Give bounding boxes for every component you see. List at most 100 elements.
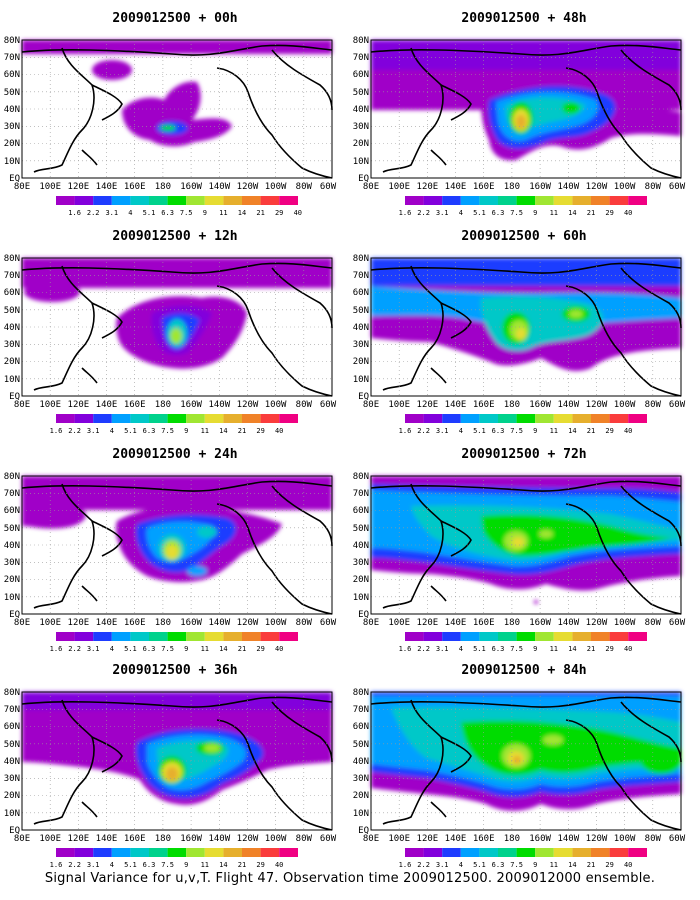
lon-label: 80W bbox=[645, 182, 662, 192]
lat-label: 10N bbox=[353, 157, 369, 167]
lon-label: 120E bbox=[68, 182, 90, 192]
lat-label: 40N bbox=[353, 541, 369, 551]
colorbar-label: 6.3 bbox=[492, 861, 505, 869]
lon-label: 160E bbox=[124, 834, 146, 844]
colorbar-label: 14 bbox=[238, 209, 246, 217]
lon-label: 180 bbox=[155, 182, 171, 192]
lat-label: 30N bbox=[353, 122, 369, 132]
lon-label: 80E bbox=[14, 182, 30, 192]
lat-label: 20N bbox=[4, 139, 20, 149]
map-panel-84h: 2009012500 + 84h bbox=[353, 663, 686, 869]
lat-label: 20N bbox=[4, 791, 20, 801]
colorbar-swatch bbox=[591, 848, 610, 857]
lon-label: 100E bbox=[39, 834, 61, 844]
colorbar-label: 1.6 bbox=[399, 209, 412, 217]
colorbar-swatch bbox=[74, 414, 94, 423]
lon-label: 60W bbox=[669, 400, 686, 410]
colorbar-label: 14 bbox=[219, 427, 227, 435]
colorbar-label: 5.1 bbox=[124, 427, 137, 435]
colorbar-swatch bbox=[516, 632, 536, 641]
lon-label: 160E bbox=[473, 400, 495, 410]
coastlines bbox=[21, 262, 333, 397]
colorbar-label: 29 bbox=[605, 645, 613, 653]
lon-label: 160E bbox=[124, 182, 146, 192]
lat-label: 40N bbox=[4, 541, 20, 551]
lon-label: 180 bbox=[504, 834, 520, 844]
colorbar: 1.6 2.2 3.1 4 5.1 6.3 7.5 9 11 14 21 29 40 bbox=[50, 414, 298, 435]
variance-field bbox=[371, 692, 681, 811]
map-grid bbox=[22, 40, 332, 178]
colorbar-swatch bbox=[167, 196, 187, 205]
lat-label: 10N bbox=[4, 157, 20, 167]
colorbar-swatch bbox=[498, 196, 517, 205]
latitude-labels: 80N 70N 60N 50N 40N 30N 20N 10N EQ bbox=[353, 36, 369, 184]
colorbar-label: 4 bbox=[110, 861, 114, 869]
colorbar-label: 2.2 bbox=[68, 427, 81, 435]
colorbar-swatch bbox=[74, 632, 94, 641]
colorbar-swatch bbox=[591, 196, 610, 205]
lat-label: 80N bbox=[4, 688, 20, 698]
lon-label: 140W bbox=[557, 834, 579, 844]
lat-label: 10N bbox=[353, 593, 369, 603]
colorbar-swatch bbox=[479, 632, 498, 641]
colorbar-swatch bbox=[223, 196, 242, 205]
lon-label: 140E bbox=[96, 400, 118, 410]
lat-label: 60N bbox=[4, 506, 20, 516]
colorbar-swatch bbox=[242, 632, 261, 641]
lon-label: 60W bbox=[320, 400, 337, 410]
colorbar-swatch bbox=[516, 196, 536, 205]
panel-title: 2009012500 + 60h bbox=[461, 229, 586, 244]
colorbar-swatch bbox=[74, 196, 94, 205]
lat-label: EQ bbox=[358, 392, 369, 402]
colorbar-label: 1.6 bbox=[399, 645, 412, 653]
map-grid bbox=[22, 692, 332, 830]
panel-title: 2009012500 + 36h bbox=[112, 663, 237, 678]
lat-label: 60N bbox=[353, 506, 369, 516]
lat-label: 50N bbox=[4, 740, 20, 750]
lon-label: 140W bbox=[208, 618, 230, 628]
lat-label: 60N bbox=[353, 722, 369, 732]
colorbar-swatch bbox=[130, 414, 149, 423]
lon-label: 100E bbox=[388, 618, 410, 628]
lon-label: 120W bbox=[237, 400, 259, 410]
colorbar-label: 2.2 bbox=[417, 861, 430, 869]
colorbar-label: 6.3 bbox=[143, 427, 156, 435]
lat-label: 20N bbox=[353, 791, 369, 801]
lon-label: 120W bbox=[586, 834, 608, 844]
colorbar-swatch bbox=[479, 196, 498, 205]
colorbar-label: 40 bbox=[624, 209, 632, 217]
lon-label: 60W bbox=[669, 618, 686, 628]
lon-label: 160W bbox=[529, 400, 551, 410]
colorbar-label: 6.3 bbox=[492, 209, 505, 217]
colorbar-label: 5.1 bbox=[473, 427, 486, 435]
lon-label: 120W bbox=[586, 618, 608, 628]
map-grid bbox=[22, 476, 332, 614]
colorbar-label: 6.3 bbox=[492, 427, 505, 435]
lon-label: 80E bbox=[14, 400, 30, 410]
colorbar-label: 9 bbox=[203, 209, 207, 217]
map-grid bbox=[22, 258, 332, 396]
colorbar-label: 1.6 bbox=[50, 861, 63, 869]
lon-label: 140W bbox=[557, 618, 579, 628]
lat-label: 70N bbox=[4, 271, 20, 281]
colorbar-label: 40 bbox=[294, 209, 302, 217]
lon-label: 120W bbox=[586, 182, 608, 192]
colorbar-label: 6.3 bbox=[143, 861, 156, 869]
map-panel-00h: 2009012500 + 00h 80N 70N 60N 50N 40N 30N 20N 10… bbox=[4, 11, 337, 217]
colorbar-label: 9 bbox=[184, 427, 188, 435]
colorbar-label: 3.1 bbox=[436, 209, 449, 217]
colorbar-swatch bbox=[167, 848, 187, 857]
colorbar-swatch bbox=[423, 196, 443, 205]
lon-label: 120E bbox=[417, 834, 439, 844]
lon-label: 80E bbox=[363, 400, 379, 410]
lat-label: 20N bbox=[4, 357, 20, 367]
lat-label: EQ bbox=[9, 392, 20, 402]
colorbar-label: 40 bbox=[275, 861, 283, 869]
lon-label: 140E bbox=[96, 834, 118, 844]
lon-label: 100W bbox=[265, 400, 287, 410]
colorbar-swatch bbox=[609, 632, 629, 641]
coastlines bbox=[370, 696, 682, 831]
colorbar-label: 2.2 bbox=[417, 645, 430, 653]
colorbar-swatch bbox=[498, 848, 517, 857]
